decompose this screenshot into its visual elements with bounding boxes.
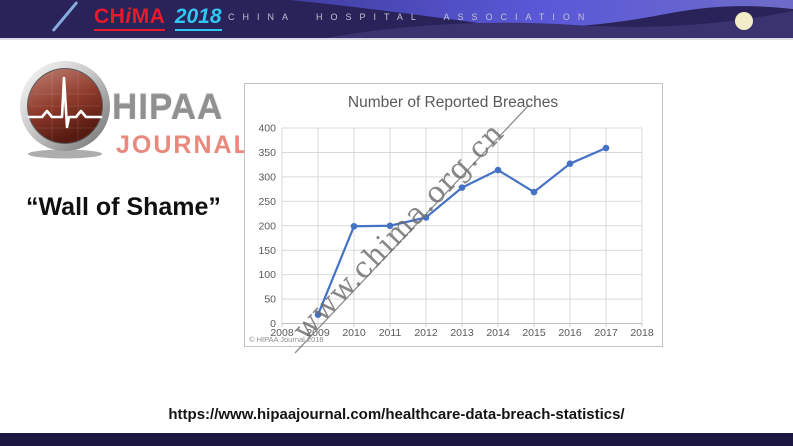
- svg-text:2011: 2011: [379, 327, 402, 339]
- svg-text:© HIPAA Journal 2018: © HIPAA Journal 2018: [249, 335, 324, 344]
- wall-of-shame-caption: “Wall of Shame”: [26, 193, 221, 221]
- svg-text:2018: 2018: [630, 327, 654, 339]
- svg-text:150: 150: [258, 245, 276, 257]
- moon-icon: [735, 12, 753, 30]
- breaches-line-chart: Number of Reported Breaches 0 50 100 150 200 2…: [249, 94, 654, 344]
- svg-text:250: 250: [258, 196, 276, 208]
- svg-text:400: 400: [258, 123, 276, 135]
- svg-text:2008: 2008: [270, 327, 294, 339]
- association-label: CHINA HOSPITAL ASSOCIATION: [228, 12, 593, 22]
- hipaa-logo-title: HIPAA: [112, 88, 224, 127]
- header-wave-graphic: [0, 0, 793, 38]
- hipaa-logo-subtitle: JOURNAL: [116, 131, 251, 159]
- svg-text:50: 50: [264, 294, 276, 306]
- ekg-heartbeat-icon: [20, 61, 110, 159]
- svg-text:0: 0: [270, 318, 276, 330]
- svg-text:2014: 2014: [486, 327, 510, 339]
- svg-text:350: 350: [258, 147, 276, 159]
- svg-text:2013: 2013: [450, 327, 474, 339]
- chart-panel: Number of Reported Breaches 0 50 100 150 200 2…: [244, 83, 663, 347]
- hipaa-journal-logo-icon: [14, 56, 116, 160]
- svg-text:2015: 2015: [522, 327, 546, 339]
- header-banner: CHiMA 2018 CHINA HOSPITAL ASSOCIATION: [0, 0, 793, 40]
- source-url[interactable]: https://www.hipaajournal.com/healthcare-…: [168, 406, 625, 423]
- svg-text:100: 100: [258, 269, 276, 281]
- chima-year: 2018: [174, 5, 222, 31]
- chima-wordmark: CHiMA: [94, 5, 166, 31]
- svg-text:200: 200: [258, 220, 276, 232]
- chima-2018-logo: CHiMA 2018: [94, 5, 222, 31]
- svg-text:300: 300: [258, 171, 276, 183]
- svg-text:2012: 2012: [414, 327, 438, 339]
- svg-text:2016: 2016: [558, 327, 582, 339]
- svg-text:2017: 2017: [594, 327, 618, 339]
- svg-text:2010: 2010: [342, 327, 366, 339]
- bottom-bar: [0, 433, 793, 446]
- svg-text:Number of Reported Breaches: Number of Reported Breaches: [348, 94, 558, 111]
